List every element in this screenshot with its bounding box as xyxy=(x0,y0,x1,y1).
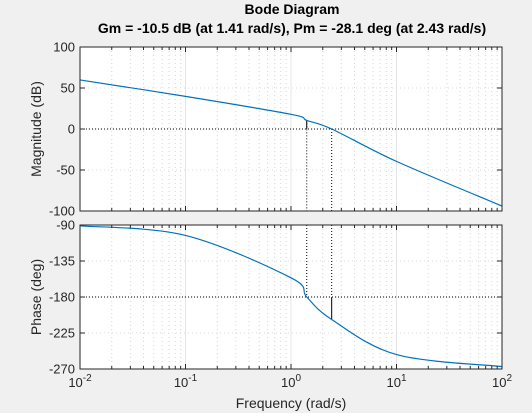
y-tick-label: -225 xyxy=(49,326,75,341)
y-tick-label: -270 xyxy=(49,362,75,377)
phase-grid xyxy=(80,225,502,369)
y-tick-label: -135 xyxy=(49,254,75,269)
y-tick-label: 0 xyxy=(68,122,75,137)
phase-panel: -90 -135 -180 -225 -270 Phase (deg) xyxy=(28,218,503,377)
magnitude-series-line xyxy=(79,79,503,207)
y-tick-label: -50 xyxy=(56,163,75,178)
y-tick-label: -180 xyxy=(49,290,75,305)
magnitude-y-axis-label: Magnitude (dB) xyxy=(28,81,44,177)
y-tick-label: 100 xyxy=(53,40,75,55)
magnitude-y-tick-labels: 100 50 0 -50 -100 xyxy=(49,40,75,219)
x-tick-label: 100 xyxy=(281,373,301,390)
phase-y-tick-labels: -90 -135 -180 -225 -270 xyxy=(49,218,75,377)
chart-title: Bode Diagram xyxy=(245,1,340,17)
x-tick-label: 10-1 xyxy=(174,373,198,390)
y-tick-label: 50 xyxy=(61,81,75,96)
phase-y-axis-label: Phase (deg) xyxy=(28,259,44,335)
x-tick-labels: 10-2 10-1 100 101 102 xyxy=(68,373,512,390)
y-tick-label: -100 xyxy=(49,204,75,219)
y-tick-label: -90 xyxy=(56,218,75,233)
x-tick-label: 10-2 xyxy=(68,373,92,390)
chart-subtitle: Gm = -10.5 dB (at 1.41 rad/s), Pm = -28.… xyxy=(98,20,486,36)
phase-series-line xyxy=(79,225,503,368)
x-axis-label: Frequency (rad/s) xyxy=(236,395,346,411)
phase-tick-marks xyxy=(79,224,502,370)
magnitude-grid xyxy=(80,47,502,211)
magnitude-panel: 100 50 0 -50 -100 Magnitude (dB) xyxy=(28,40,503,219)
x-tick-label: 102 xyxy=(492,373,512,390)
x-tick-label: 101 xyxy=(386,373,406,390)
magnitude-tick-marks xyxy=(79,46,502,212)
